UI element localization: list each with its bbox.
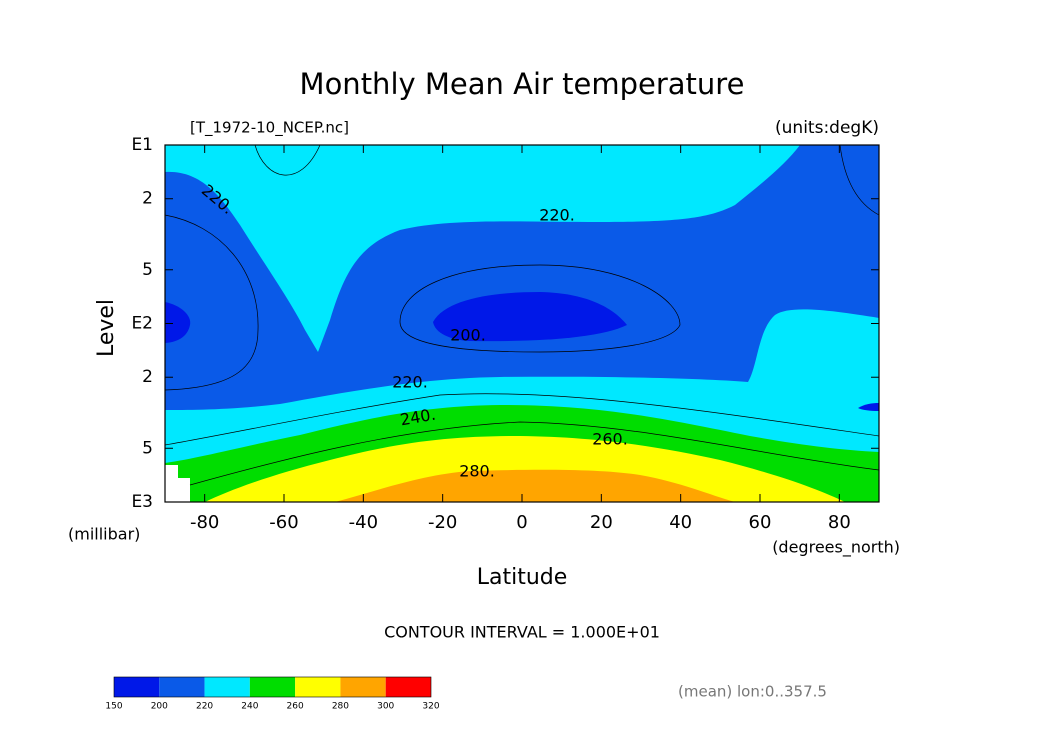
x-tick-label: 80 (828, 512, 851, 533)
contour-band (205, 436, 845, 502)
contour-line (164, 214, 259, 391)
y-axis-units: (millibar) (68, 525, 140, 544)
x-tick-label: -40 (349, 512, 378, 533)
colorbar-label: 280 (332, 702, 349, 712)
colorbar-frame (113, 676, 432, 698)
colorbar-label: 320 (422, 702, 439, 712)
y-axis-label: Level (94, 299, 119, 357)
contour-label: 280. (459, 462, 495, 481)
colorbar-box (295, 677, 341, 697)
colorbar-box (249, 677, 296, 697)
y-tick-label: 2 (142, 367, 153, 387)
colorbar-box (114, 677, 160, 697)
contour-band (165, 302, 191, 343)
colorbar-label: 300 (377, 702, 394, 712)
contour-line (839, 144, 880, 216)
annotation: (mean) lon:0..357.5 (678, 683, 827, 701)
colorbar-label: 200 (151, 702, 168, 712)
x-axis-label: Latitude (477, 565, 568, 590)
contour-line (164, 393, 880, 446)
y-tick-label: 5 (142, 438, 153, 458)
contour-band (433, 292, 627, 342)
x-tick-label: -60 (269, 512, 298, 533)
contour-label: 220. (392, 373, 428, 392)
y-tick-label: E3 (131, 492, 153, 512)
x-tick-label: -80 (190, 512, 219, 533)
contour-interval: CONTOUR INTERVAL = 1.000E+01 (384, 623, 660, 642)
contour-band (858, 403, 879, 411)
y-tick-label: 5 (142, 260, 153, 280)
x-tick-label: 20 (590, 512, 613, 533)
colorbar-box (159, 677, 205, 697)
colorbar-box (204, 677, 250, 697)
x-tick-label: -20 (428, 512, 457, 533)
contour-line (254, 144, 321, 176)
x-tick-label: 40 (669, 512, 692, 533)
contour-line (399, 264, 681, 353)
contour-label: 220. (539, 206, 575, 225)
plot-fill (165, 145, 879, 502)
y-tick-label: 2 (142, 189, 153, 209)
contour-band (165, 145, 879, 410)
units: (units:degK) (775, 118, 879, 138)
subtitle: [T_1972-10_NCEP.nc] (190, 119, 349, 138)
colorbar-box (385, 677, 431, 697)
colorbar-label: 240 (241, 702, 258, 712)
x-axis-units: (degrees_north) (772, 538, 900, 558)
chart-title: Monthly Mean Air temperature (300, 67, 745, 101)
colorbar-label: 260 (287, 702, 304, 712)
y-tick-label: E2 (131, 314, 153, 334)
y-tick-label: E1 (131, 135, 153, 155)
contour-line (189, 421, 880, 486)
contour-label: 260. (592, 430, 628, 449)
x-tick-label: 60 (749, 512, 772, 533)
colorbar-box (340, 677, 386, 697)
contour-band (335, 469, 735, 502)
contour-lines (164, 144, 880, 486)
x-tick-label: 0 (516, 512, 527, 533)
contour-label: 200. (450, 326, 486, 345)
colorbar-label: 150 (105, 702, 122, 712)
colorbar-label: 220 (196, 702, 213, 712)
missing-data (165, 465, 190, 502)
